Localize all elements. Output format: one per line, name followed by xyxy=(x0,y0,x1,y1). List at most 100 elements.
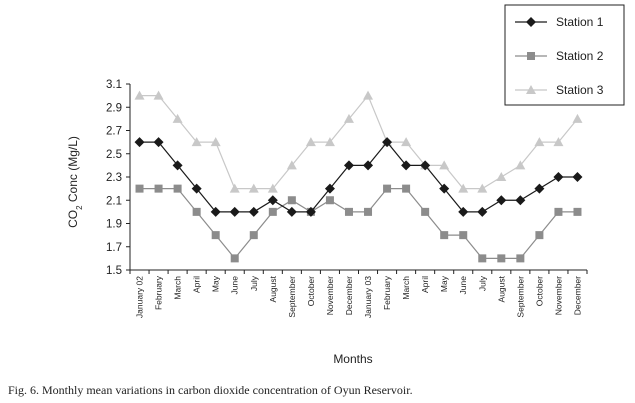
x-tick-label: June xyxy=(230,276,240,295)
data-point xyxy=(402,184,411,193)
x-tick-label: November xyxy=(553,276,563,315)
data-point xyxy=(572,113,583,123)
legend-item: Station 2 xyxy=(515,49,604,63)
data-point xyxy=(363,160,374,171)
data-point xyxy=(286,206,297,217)
data-point xyxy=(324,183,335,194)
x-tick-label: July xyxy=(477,275,487,291)
data-point xyxy=(173,184,182,193)
data-point xyxy=(134,137,145,148)
x-axis-title: Months xyxy=(333,352,372,366)
x-tick-label: May xyxy=(439,275,449,292)
data-point xyxy=(153,137,164,148)
data-point xyxy=(401,160,412,171)
y-axis-title: CO2 Conc (Mg/L) xyxy=(66,136,84,228)
data-point xyxy=(210,206,221,217)
y-tick-label: 1.5 xyxy=(106,265,122,277)
y-tick-label: 3.1 xyxy=(106,79,122,91)
data-point xyxy=(172,160,183,171)
data-point xyxy=(287,196,296,205)
x-axis-ticks: January 02 February March April May June July A… xyxy=(129,270,588,318)
data-point xyxy=(496,172,507,181)
x-tick-label: August xyxy=(496,275,506,302)
x-tick-label: October xyxy=(306,276,316,306)
data-point xyxy=(572,172,583,182)
data-point xyxy=(192,207,201,216)
data-point xyxy=(516,254,525,263)
data-point xyxy=(553,137,564,147)
data-point xyxy=(477,183,488,193)
data-point xyxy=(496,195,507,206)
data-point xyxy=(534,137,545,147)
data-point xyxy=(478,254,487,263)
x-tick-label: May xyxy=(211,275,221,292)
data-point xyxy=(535,231,544,240)
data-point xyxy=(515,160,526,170)
data-point xyxy=(554,207,563,216)
data-point xyxy=(305,206,316,217)
data-point xyxy=(229,183,240,193)
x-tick-label: November xyxy=(325,276,335,315)
data-point xyxy=(325,196,334,205)
data-point xyxy=(248,183,259,193)
data-point xyxy=(439,183,450,194)
x-tick-label: February xyxy=(382,275,392,310)
data-point xyxy=(268,207,277,216)
data-point xyxy=(420,160,431,171)
x-tick-label: January 03 xyxy=(363,276,373,318)
data-point xyxy=(364,207,373,216)
data-point xyxy=(267,195,278,206)
data-point xyxy=(249,231,258,240)
x-tick-label: July xyxy=(249,275,259,291)
data-point xyxy=(440,231,449,240)
data-point xyxy=(153,90,164,100)
x-tick-label: March xyxy=(401,276,411,300)
legend: Station 1 Station 2 Station 3 xyxy=(504,4,625,106)
x-tick-label: September xyxy=(287,276,297,318)
figure-caption: Fig. 6. Monthly mean variations in carbo… xyxy=(8,383,413,397)
data-point xyxy=(248,206,259,217)
data-point xyxy=(324,137,335,147)
data-point xyxy=(154,184,163,193)
data-point xyxy=(401,137,412,147)
x-tick-label: February xyxy=(154,275,164,310)
legend-label: Station 1 xyxy=(556,15,604,29)
series-line xyxy=(139,94,578,190)
data-point xyxy=(458,206,469,217)
y-axis-ticks: 1.5 1.7 1.9 2.1 2.3 2.5 2.7 2.9 3.1 xyxy=(106,79,130,277)
series-station-1 xyxy=(134,137,583,217)
series-line xyxy=(139,141,578,213)
y-tick-label: 1.9 xyxy=(106,219,122,231)
legend-label: Station 3 xyxy=(556,83,604,97)
data-point xyxy=(286,160,297,170)
data-point xyxy=(191,137,202,147)
x-tick-label: January 02 xyxy=(135,276,145,318)
data-point xyxy=(229,206,240,217)
y-tick-label: 2.1 xyxy=(106,195,122,207)
data-point xyxy=(459,231,468,240)
x-tick-label: December xyxy=(572,276,582,315)
x-tick-label: April xyxy=(192,276,202,293)
data-point xyxy=(383,184,392,193)
legend-marker xyxy=(527,52,535,60)
series-station-3 xyxy=(134,90,583,193)
data-point xyxy=(573,207,582,216)
legend-label: Station 2 xyxy=(556,49,604,63)
data-point xyxy=(497,254,506,263)
data-point xyxy=(477,206,488,217)
y-tick-label: 2.9 xyxy=(106,102,122,114)
legend-item: Station 1 xyxy=(515,15,604,29)
data-point xyxy=(458,183,469,193)
data-point xyxy=(172,113,183,123)
data-point xyxy=(515,195,526,206)
series-layer xyxy=(134,90,583,263)
data-point xyxy=(135,184,144,193)
data-point xyxy=(553,172,564,182)
legend-marker xyxy=(526,17,536,27)
y-tick-label: 2.7 xyxy=(106,126,122,138)
chart-axes xyxy=(129,84,587,271)
x-tick-label: April xyxy=(420,276,430,293)
x-tick-label: March xyxy=(173,276,183,300)
data-point xyxy=(134,90,145,100)
line-chart: 1.5 1.7 1.9 2.1 2.3 2.5 2.7 2.9 3.1 January 02 Fe… xyxy=(66,4,625,366)
